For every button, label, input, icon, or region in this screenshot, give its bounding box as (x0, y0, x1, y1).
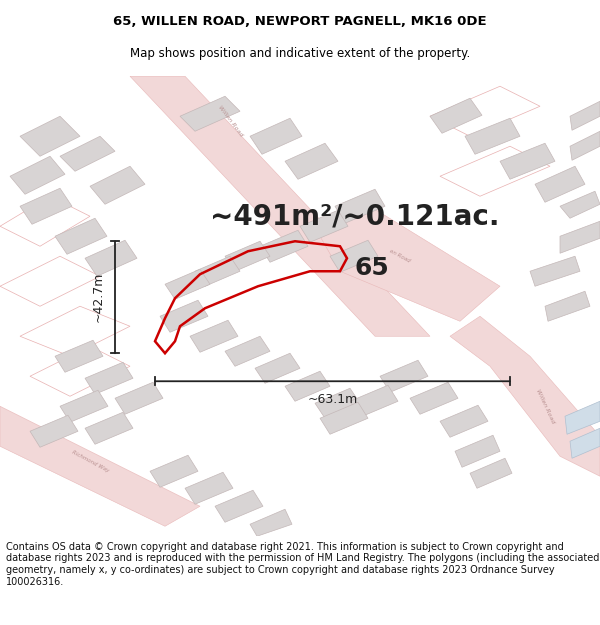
Polygon shape (455, 435, 500, 468)
Polygon shape (560, 191, 600, 218)
Text: Contains OS data © Crown copyright and database right 2021. This information is : Contains OS data © Crown copyright and d… (6, 542, 599, 587)
Polygon shape (465, 118, 520, 154)
Text: ~63.1m: ~63.1m (307, 393, 358, 406)
Polygon shape (330, 240, 378, 272)
Polygon shape (260, 230, 308, 262)
Polygon shape (315, 388, 360, 418)
Polygon shape (130, 76, 430, 336)
Polygon shape (115, 382, 163, 414)
Text: ~42.7m: ~42.7m (92, 272, 105, 322)
Polygon shape (180, 96, 240, 131)
Polygon shape (20, 116, 80, 156)
Polygon shape (470, 458, 512, 488)
Polygon shape (85, 240, 137, 276)
Polygon shape (60, 136, 115, 171)
Text: Richmond Way: Richmond Way (71, 449, 109, 473)
Polygon shape (55, 340, 103, 372)
Polygon shape (250, 118, 302, 154)
Polygon shape (185, 472, 233, 504)
Polygon shape (0, 406, 200, 526)
Polygon shape (545, 291, 590, 321)
Polygon shape (570, 101, 600, 130)
Polygon shape (560, 221, 600, 253)
Polygon shape (30, 415, 78, 447)
Polygon shape (90, 166, 145, 204)
Polygon shape (195, 256, 240, 286)
Polygon shape (570, 131, 600, 160)
Polygon shape (60, 390, 108, 422)
Polygon shape (225, 241, 270, 271)
Polygon shape (565, 401, 600, 434)
Polygon shape (165, 269, 210, 299)
Polygon shape (535, 166, 585, 202)
Text: 65, WILLEN ROAD, NEWPORT PAGNELL, MK16 0DE: 65, WILLEN ROAD, NEWPORT PAGNELL, MK16 0… (113, 15, 487, 28)
Polygon shape (150, 455, 198, 488)
Text: ~491m²/~0.121ac.: ~491m²/~0.121ac. (210, 202, 499, 230)
Polygon shape (285, 371, 330, 401)
Polygon shape (285, 143, 338, 179)
Polygon shape (215, 490, 263, 522)
Polygon shape (85, 362, 133, 394)
Polygon shape (320, 402, 368, 434)
Polygon shape (530, 256, 580, 286)
Polygon shape (440, 405, 488, 437)
Polygon shape (255, 353, 300, 383)
Polygon shape (450, 316, 600, 476)
Polygon shape (410, 382, 458, 414)
Text: Willen Road: Willen Road (217, 105, 243, 138)
Polygon shape (250, 509, 292, 536)
Polygon shape (225, 336, 270, 366)
Polygon shape (500, 143, 555, 179)
Polygon shape (320, 206, 500, 321)
Text: Willen Road: Willen Road (535, 388, 555, 424)
Polygon shape (85, 412, 133, 444)
Text: en Road: en Road (389, 249, 411, 264)
Polygon shape (10, 156, 65, 194)
Polygon shape (190, 320, 238, 352)
Polygon shape (20, 188, 72, 224)
Polygon shape (55, 218, 107, 254)
Polygon shape (160, 300, 208, 332)
Polygon shape (350, 385, 398, 418)
Polygon shape (380, 360, 428, 392)
Text: 65: 65 (355, 256, 390, 280)
Polygon shape (570, 428, 600, 458)
Polygon shape (335, 189, 385, 223)
Text: Map shows position and indicative extent of the property.: Map shows position and indicative extent… (130, 48, 470, 61)
Polygon shape (430, 98, 482, 133)
Polygon shape (300, 210, 348, 242)
